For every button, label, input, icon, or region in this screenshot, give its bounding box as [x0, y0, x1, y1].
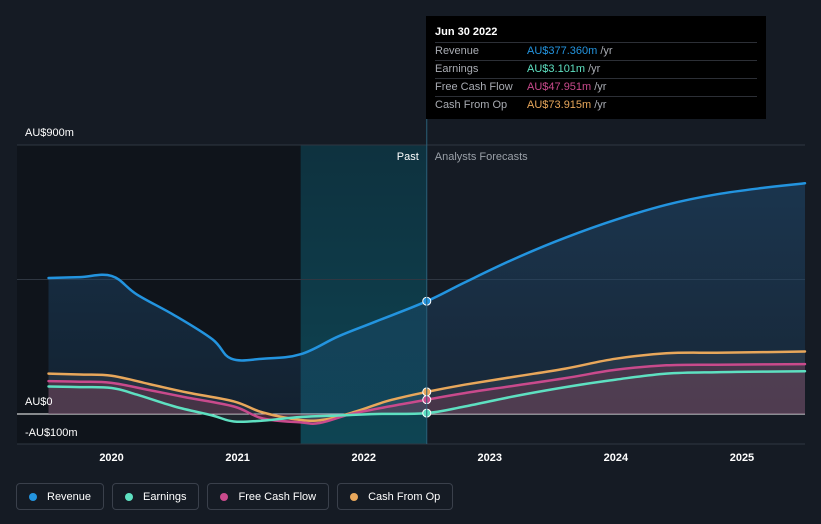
tooltip-row-revenue: Revenue AU$377.360m/yr — [435, 42, 757, 60]
legend-dot-icon — [29, 492, 37, 501]
y-tick-label: -AU$100m — [25, 427, 78, 439]
tooltip-label: Free Cash Flow — [435, 81, 513, 93]
tooltip-value: AU$3.101m — [527, 63, 586, 75]
x-tick-label: 2021 — [225, 452, 249, 464]
tooltip-label: Earnings — [435, 63, 479, 75]
tooltip: Jun 30 2022 Revenue AU$377.360m/yr Earning… — [426, 16, 766, 119]
tooltip-unit: /yr — [594, 81, 607, 93]
earnings-line — [47, 370, 807, 424]
x-axis-ticks: 2020 2021 2022 2023 2024 2025 — [99, 452, 754, 464]
tooltip-value: AU$73.915m — [527, 99, 592, 111]
x-tick-label: 2020 — [99, 452, 123, 464]
free-cash-flow-line — [47, 362, 807, 425]
tooltip-row-free-cash-flow: Free Cash Flow AU$47.951m/yr — [435, 78, 757, 96]
y-axis-ticks: AU$900m AU$0 -AU$100m — [25, 127, 78, 439]
forecast-label: Analysts Forecasts — [435, 151, 528, 163]
series-lines — [47, 182, 807, 425]
x-tick-label: 2022 — [351, 452, 375, 464]
x-tick-label: 2025 — [730, 452, 754, 464]
legend-label: Revenue — [47, 490, 92, 503]
tooltip-row-cash-from-op: Cash From Op AU$73.915m/yr — [435, 96, 757, 114]
y-tick-label: AU$0 — [25, 396, 53, 408]
y-tick-label: AU$900m — [25, 127, 74, 139]
legend-dot-icon — [350, 492, 359, 501]
tooltip-row-earnings: Earnings AU$3.101m/yr — [435, 60, 757, 78]
tooltip-date: Jun 30 2022 — [435, 26, 498, 38]
legend-item-earnings[interactable]: Earnings — [112, 483, 200, 510]
legend-item-free-cash-flow[interactable]: Free Cash Flow — [207, 483, 330, 510]
revenue-line — [47, 182, 807, 362]
legend-label: Free Cash Flow — [238, 490, 317, 503]
tooltip-unit: /yr — [600, 45, 613, 57]
legend-label: Earnings — [143, 490, 187, 503]
past-label: Past — [397, 151, 419, 163]
tooltip-label: Cash From Op — [435, 99, 508, 111]
earnings-area — [48, 371, 805, 422]
legend-item-cash-from-op[interactable]: Cash From Op — [337, 483, 454, 510]
x-tick-label: 2023 — [478, 452, 502, 464]
cash-from-op-line — [47, 350, 807, 423]
legend-item-revenue[interactable]: Revenue — [16, 483, 105, 510]
tooltip-label: Revenue — [435, 45, 480, 57]
legend-dot-icon — [220, 492, 229, 501]
legend-dot-icon — [125, 492, 134, 501]
legend: Revenue Earnings Free Cash Flow Cash From O… — [16, 483, 454, 510]
x-tick-label: 2024 — [604, 452, 629, 464]
tooltip-unit: /yr — [594, 99, 607, 111]
tooltip-unit: /yr — [588, 63, 601, 75]
tooltip-value: AU$377.360m — [527, 45, 598, 57]
legend-label: Cash From Op — [368, 490, 441, 503]
revenue-area — [48, 183, 805, 414]
tooltip-value: AU$47.951m — [527, 81, 592, 93]
